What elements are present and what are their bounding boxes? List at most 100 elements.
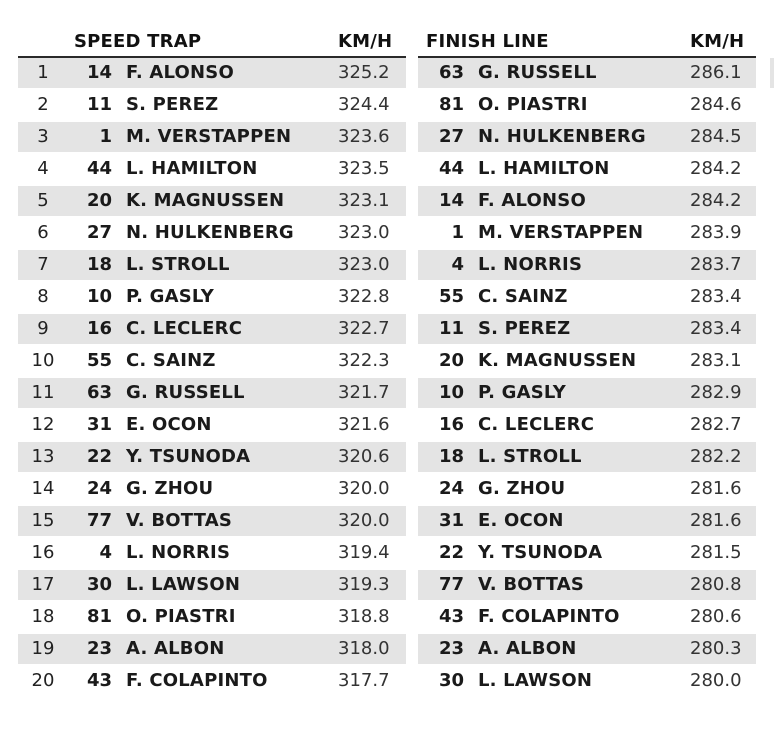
speed-value: 286.1 — [690, 62, 742, 83]
driver-name: L. NORRIS — [126, 542, 231, 563]
position-label: 17 — [31, 574, 55, 595]
finish-line-row: 43 F. COLAPINTO 280.6 — [418, 602, 756, 632]
finish-line-row: 23 A. ALBON 280.3 — [418, 634, 756, 664]
speed-value: 281.6 — [690, 510, 742, 531]
finish-line-row: 77 V. BOTTAS 280.8 — [418, 570, 756, 600]
driver-name: S. PEREZ — [126, 94, 219, 115]
position-label: 15 — [31, 510, 55, 531]
finish-line-unit-header: KM/H — [690, 31, 745, 52]
speed-value: 280.6 — [690, 606, 742, 627]
speed-trap-row: 2 11 S. PEREZ 324.4 — [18, 90, 406, 120]
car-number: 27 — [86, 222, 112, 243]
car-number: 1 — [451, 222, 464, 243]
car-number: 11 — [86, 94, 112, 115]
driver-name: F. COLAPINTO — [478, 606, 620, 627]
finish-line-row: 30 L. LAWSON 280.0 — [418, 666, 756, 696]
speed-value: 320.6 — [338, 446, 390, 467]
driver-name: M. VERSTAPPEN — [126, 126, 292, 147]
car-number: 63 — [438, 62, 464, 83]
car-number: 30 — [438, 670, 464, 691]
finish-line-header-rule — [418, 56, 756, 58]
driver-name: C. LECLERC — [478, 414, 595, 435]
speed-trap-row: 19 23 A. ALBON 318.0 — [18, 634, 406, 664]
speed-value: 284.6 — [690, 94, 742, 115]
driver-name: F. COLAPINTO — [126, 670, 268, 691]
speed-value: 282.9 — [690, 382, 742, 403]
driver-name: C. SAINZ — [126, 350, 216, 371]
speed-trap-row: 7 18 L. STROLL 323.0 — [18, 250, 406, 280]
position-label: 12 — [31, 414, 55, 435]
speed-value: 318.8 — [338, 606, 390, 627]
position-label: 16 — [31, 542, 55, 563]
driver-name: K. MAGNUSSEN — [126, 190, 285, 211]
speed-value: 320.0 — [338, 478, 390, 499]
speed-trap-row: 9 16 C. LECLERC 322.7 — [18, 314, 406, 344]
finish-line-row: 10 P. GASLY 282.9 — [418, 378, 756, 408]
speed-value: 283.4 — [690, 318, 742, 339]
car-number: 18 — [438, 446, 464, 467]
driver-name: G. ZHOU — [126, 478, 214, 499]
finish-line-row: 14 F. ALONSO 284.2 — [418, 186, 756, 216]
position-label: 18 — [31, 606, 55, 627]
driver-name: A. ALBON — [478, 638, 577, 659]
speed-value: 281.5 — [690, 542, 742, 563]
car-number: 44 — [438, 158, 464, 179]
position-label: 19 — [31, 638, 55, 659]
driver-name: E. OCON — [126, 414, 212, 435]
position-label: 13 — [31, 446, 55, 467]
car-number: 81 — [438, 94, 464, 115]
car-number: 31 — [86, 414, 112, 435]
car-number: 23 — [86, 638, 112, 659]
speed-trap-row: 13 22 Y. TSUNODA 320.6 — [18, 442, 406, 472]
driver-name: O. PIASTRI — [478, 94, 588, 115]
driver-name: L. NORRIS — [478, 254, 583, 275]
speed-value: 322.8 — [338, 286, 390, 307]
speed-value: 322.7 — [338, 318, 390, 339]
driver-name: G. ZHOU — [478, 478, 566, 499]
driver-name: F. ALONSO — [478, 190, 586, 211]
driver-name: G. RUSSELL — [126, 382, 245, 403]
car-number: 16 — [86, 318, 112, 339]
position-label: 3 — [37, 126, 49, 147]
car-number: 22 — [438, 542, 464, 563]
car-number: 27 — [438, 126, 464, 147]
speed-value: 324.4 — [338, 94, 390, 115]
speed-value: 319.3 — [338, 574, 390, 595]
speed-value: 283.4 — [690, 286, 742, 307]
speed-value: 281.6 — [690, 478, 742, 499]
speed-value: 323.1 — [338, 190, 390, 211]
finish-line-row: 27 N. HULKENBERG 284.5 — [418, 122, 756, 152]
position-label: 10 — [31, 350, 55, 371]
finish-line-row: 81 O. PIASTRI 284.6 — [418, 90, 756, 120]
position-label: 8 — [37, 286, 49, 307]
car-number: 16 — [438, 414, 464, 435]
speed-value: 320.0 — [338, 510, 390, 531]
finish-line-row: 24 G. ZHOU 281.6 — [418, 474, 756, 504]
speed-trap-row: 11 63 G. RUSSELL 321.7 — [18, 378, 406, 408]
car-number: 10 — [86, 286, 112, 307]
speed-value: 323.0 — [338, 222, 390, 243]
speed-trap-row: 14 24 G. ZHOU 320.0 — [18, 474, 406, 504]
car-number: 18 — [86, 254, 112, 275]
speed-trap-row: 3 1 M. VERSTAPPEN 323.6 — [18, 122, 406, 152]
car-number: 4 — [99, 542, 112, 563]
car-number: 1 — [99, 126, 112, 147]
finish-line-row: 4 L. NORRIS 283.7 — [418, 250, 756, 280]
finish-line-row: 63 G. RUSSELL 286.1 — [418, 58, 756, 88]
driver-name: S. PEREZ — [478, 318, 571, 339]
speed-trap-row: 1 14 F. ALONSO 325.2 — [18, 58, 406, 88]
car-number: 77 — [86, 510, 112, 531]
speed-value: 325.2 — [338, 62, 390, 83]
speed-trap-row: 10 55 C. SAINZ 322.3 — [18, 346, 406, 376]
car-number: 63 — [86, 382, 112, 403]
car-number: 22 — [86, 446, 112, 467]
speed-value: 323.6 — [338, 126, 390, 147]
position-label: 5 — [37, 190, 49, 211]
position-label: 4 — [37, 158, 49, 179]
speed-value: 318.0 — [338, 638, 390, 659]
finish-line-row: 31 E. OCON 281.6 — [418, 506, 756, 536]
car-number: 10 — [438, 382, 464, 403]
finish-line-row: 55 C. SAINZ 283.4 — [418, 282, 756, 312]
position-label: 7 — [37, 254, 49, 275]
speed-trap-header-rule — [18, 56, 406, 58]
